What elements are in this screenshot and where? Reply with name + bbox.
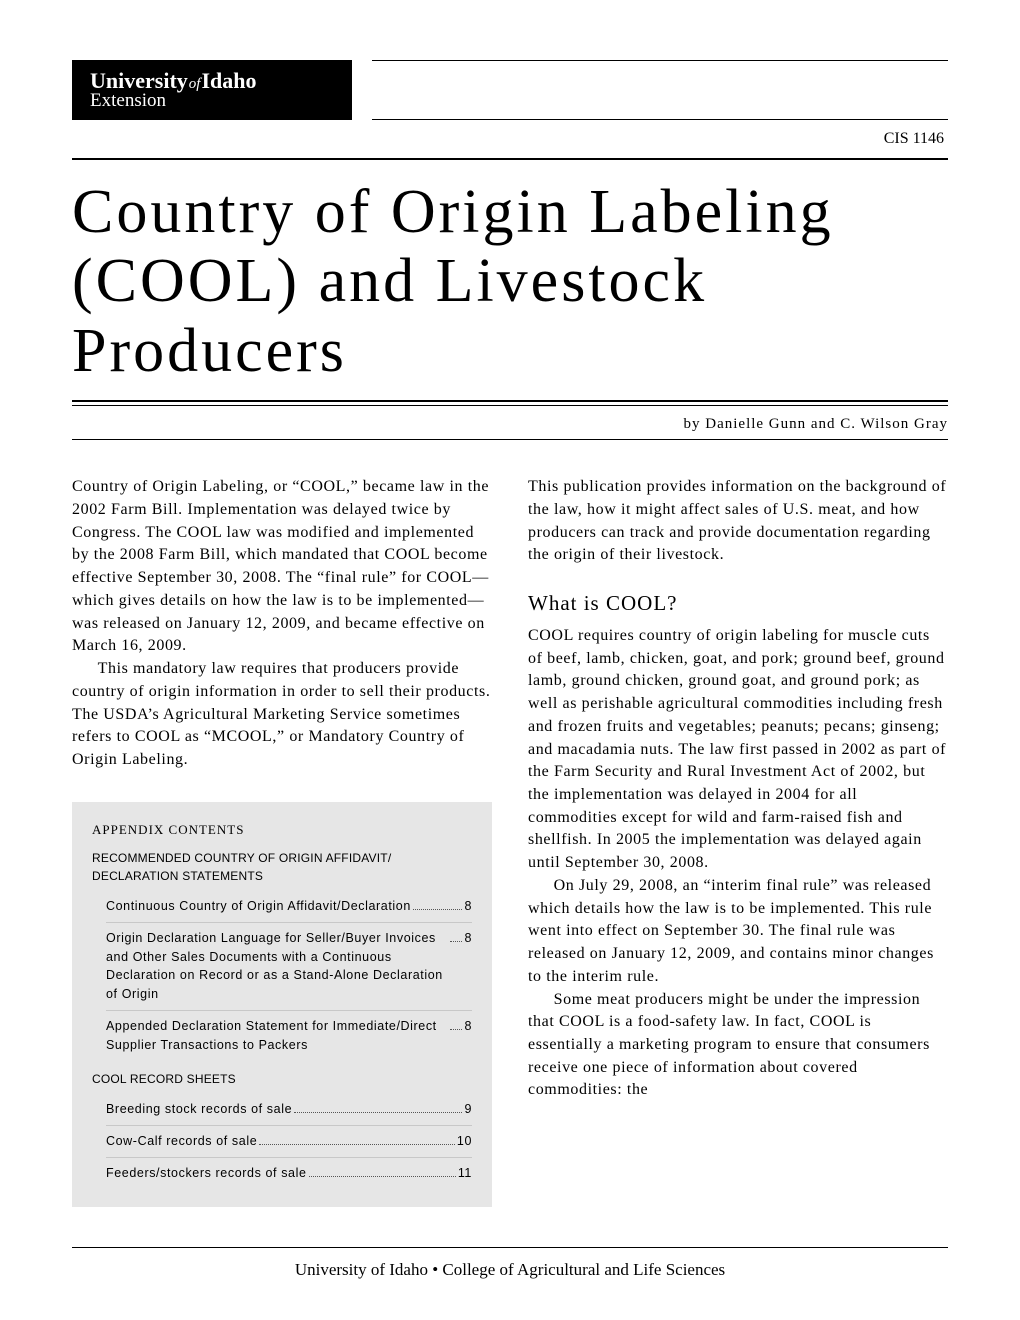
appendix-list-1: Continuous Country of Origin Affidavit/D… [92,891,472,1060]
appendix-section-1: RECOMMENDED COUNTRY OF ORIGIN AFFIDAVIT/… [92,849,472,885]
right-p1: This publication provides information on… [528,476,948,567]
toc-dots [450,941,462,942]
right-p2: COOL requires country of origin labeling… [528,625,948,875]
toc-dots [413,909,463,910]
appendix-title: APPENDIX CONTENTS [92,820,472,840]
toc-item: Cow-Calf records of sale 10 [106,1125,472,1157]
right-p4: Some meat producers might be under the i… [528,989,948,1103]
toc-item: Origin Declaration Language for Seller/B… [106,922,472,1010]
left-p2: This mandatory law requires that produce… [72,658,492,772]
section-heading-what-is-cool: What is COOL? [528,589,948,619]
toc-page: 8 [464,1017,472,1036]
body-columns: Country of Origin Labeling, or “COOL,” b… [72,476,948,1206]
byline: by Danielle Gunn and C. Wilson Gray [72,416,948,433]
logo-idaho: Idaho [201,68,256,93]
left-p1: Country of Origin Labeling, or “COOL,” b… [72,476,492,658]
toc-dots [450,1029,462,1030]
toc-page: 11 [458,1164,472,1183]
toc-dots [259,1144,455,1145]
logo-line-1: UniversityofIdaho [90,70,334,92]
toc-text: Origin Declaration Language for Seller/B… [106,929,448,1004]
toc-text: Cow-Calf records of sale [106,1132,257,1151]
toc-text: Continuous Country of Origin Affidavit/D… [106,897,411,916]
toc-page: 10 [457,1132,472,1151]
toc-dots [294,1112,462,1113]
logo-of: of [189,76,201,92]
title-rule-2 [72,405,948,406]
appendix-box: APPENDIX CONTENTS RECOMMENDED COUNTRY OF… [72,802,492,1207]
toc-text: Breeding stock records of sale [106,1100,292,1119]
appendix-list-2: Breeding stock records of sale 9 Cow-Calf … [92,1094,472,1188]
toc-item: Continuous Country of Origin Affidavit/D… [106,891,472,922]
logo-extension: Extension [90,90,334,112]
toc-item: Feeders/stockers records of sale 11 [106,1157,472,1189]
toc-page: 8 [464,929,472,948]
header-spacer [372,60,948,120]
toc-item: Appended Declaration Statement for Immed… [106,1010,472,1061]
right-column: This publication provides information on… [528,476,948,1206]
left-column: Country of Origin Labeling, or “COOL,” b… [72,476,492,1206]
toc-text: Appended Declaration Statement for Immed… [106,1017,448,1055]
title-rule-1 [72,400,948,402]
logo-block: UniversityofIdaho Extension [72,60,352,120]
toc-dots [309,1176,456,1177]
right-p3: On July 29, 2008, an “interim final rule… [528,875,948,989]
toc-text: Feeders/stockers records of sale [106,1164,307,1183]
byline-rule [72,439,948,440]
toc-item: Breeding stock records of sale 9 [106,1094,472,1125]
header-row: UniversityofIdaho Extension [72,60,948,120]
page-title: Country of Origin Labeling (COOL) and Li… [72,178,948,386]
appendix-section-2: COOL RECORD SHEETS [92,1070,472,1088]
toc-page: 8 [464,897,472,916]
toc-page: 9 [464,1100,472,1119]
footer: University of Idaho • College of Agricul… [72,1247,948,1280]
cis-number: CIS 1146 [72,124,948,160]
